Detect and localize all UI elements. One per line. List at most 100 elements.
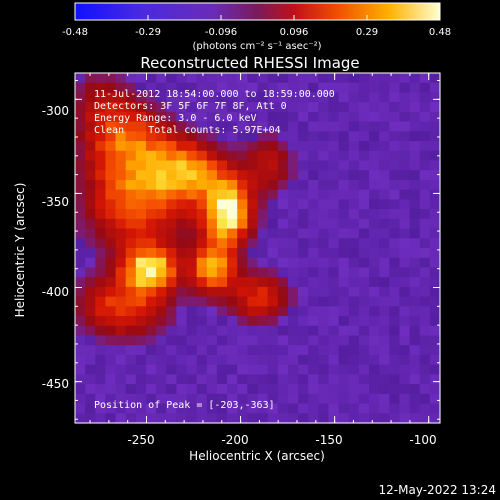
heatmap-cell: [308, 209, 319, 220]
heatmap-cell: [216, 393, 228, 405]
heatmap-cell: [318, 218, 330, 230]
heatmap-cell: [135, 150, 147, 162]
x-tick-label: -200: [221, 433, 248, 447]
heatmap-cell: [85, 286, 96, 298]
heatmap-cell: [105, 189, 117, 200]
heatmap-cell: [379, 374, 390, 385]
heatmap-cell: [145, 374, 157, 385]
heatmap-cell: [237, 111, 248, 123]
heatmap-cell: [95, 189, 107, 200]
heatmap-cell: [115, 403, 127, 414]
heatmap-cell: [399, 393, 411, 405]
heatmap-cell: [399, 228, 411, 239]
heatmap-cell: [196, 111, 208, 123]
heatmap-cell: [277, 384, 289, 395]
heatmap-cell: [105, 354, 117, 366]
heatmap-cell: [318, 384, 330, 395]
heatmap-cell: [409, 199, 421, 210]
heatmap-cell: [389, 384, 401, 395]
heatmap-cell: [156, 374, 167, 385]
heatmap-cell: [308, 238, 319, 249]
heatmap-cell: [227, 413, 238, 424]
heatmap-cell: [166, 257, 177, 269]
heatmap-cell: [338, 199, 350, 210]
heatmap-cell: [206, 325, 218, 337]
heatmap-cell: [115, 306, 127, 317]
heatmap-cell: [389, 92, 401, 103]
x-tick-label: -150: [315, 433, 342, 447]
heatmap-cell: [287, 141, 299, 152]
heatmap-cell: [166, 111, 177, 123]
heatmap-cell: [308, 141, 319, 152]
heatmap-cell: [389, 218, 401, 230]
heatmap-cell: [277, 296, 289, 307]
heatmap-cell: [227, 325, 238, 337]
heatmap-cell: [95, 150, 107, 162]
heatmap-cell: [75, 248, 86, 259]
heatmap-cell: [156, 170, 167, 181]
heatmap-cell: [379, 141, 390, 152]
heatmap-cell: [95, 92, 107, 103]
heatmap-cell: [358, 277, 370, 288]
heatmap-cell: [237, 199, 248, 210]
heatmap-cell: [75, 199, 86, 210]
heatmap-cell: [186, 316, 198, 327]
heatmap-cell: [135, 335, 147, 346]
heatmap-cell: [186, 248, 198, 259]
heatmap-cell: [409, 73, 421, 84]
heatmap-cell: [369, 277, 380, 288]
heatmap-cell: [196, 189, 208, 200]
heatmap-cell: [257, 403, 269, 414]
heatmap-cell: [216, 238, 228, 249]
heatmap-cell: [145, 111, 157, 123]
heatmap-cell: [237, 228, 248, 239]
heatmap-cell: [125, 335, 137, 346]
heatmap-cell: [105, 296, 117, 307]
heatmap-cell: [237, 209, 248, 220]
heatmap-cell: [358, 209, 370, 220]
heatmap-cell: [419, 228, 431, 239]
heatmap-cell: [176, 228, 188, 239]
heatmap-cell: [419, 73, 431, 84]
heatmap-cell: [145, 170, 157, 181]
heatmap-cell: [85, 209, 96, 220]
heatmap-cell: [176, 199, 188, 210]
heatmap-cell: [115, 345, 127, 356]
heatmap-cell: [287, 413, 299, 424]
heatmap-cell: [75, 374, 86, 385]
heatmap-cell: [338, 403, 350, 414]
heatmap-cell: [135, 218, 147, 230]
heatmap-cell: [409, 393, 421, 405]
heatmap-cell: [308, 257, 319, 269]
heatmap-cell: [369, 82, 380, 94]
heatmap-cell: [409, 374, 421, 385]
heatmap-cell: [308, 150, 319, 162]
heatmap-cell: [196, 277, 208, 288]
heatmap-cell: [257, 92, 269, 103]
heatmap-cell: [247, 413, 259, 424]
heatmap-cell: [429, 286, 441, 298]
heatmap-cell: [429, 189, 441, 200]
heatmap-cell: [196, 267, 208, 278]
heatmap-cell: [85, 92, 96, 103]
heatmap-cell: [75, 267, 86, 278]
heatmap-cell: [267, 238, 279, 249]
heatmap-cell: [85, 354, 96, 366]
heatmap-cell: [95, 374, 107, 385]
heatmap-cell: [328, 345, 340, 356]
heatmap-cell: [409, 102, 421, 113]
heatmap-cell: [166, 238, 177, 249]
heatmap-cell: [145, 82, 157, 94]
heatmap-cell: [267, 160, 279, 171]
colorbar-tick-label: 0.48: [429, 27, 451, 38]
heatmap-cell: [227, 111, 238, 123]
heatmap-cell: [369, 413, 380, 424]
heatmap-cell: [176, 374, 188, 385]
heatmap-cell: [409, 354, 421, 366]
heatmap-cell: [85, 228, 96, 239]
heatmap-cell: [358, 364, 370, 375]
heatmap-cell: [105, 335, 117, 346]
heatmap-cell: [429, 345, 441, 356]
heatmap-cell: [176, 267, 188, 278]
heatmap-cell: [369, 218, 380, 230]
